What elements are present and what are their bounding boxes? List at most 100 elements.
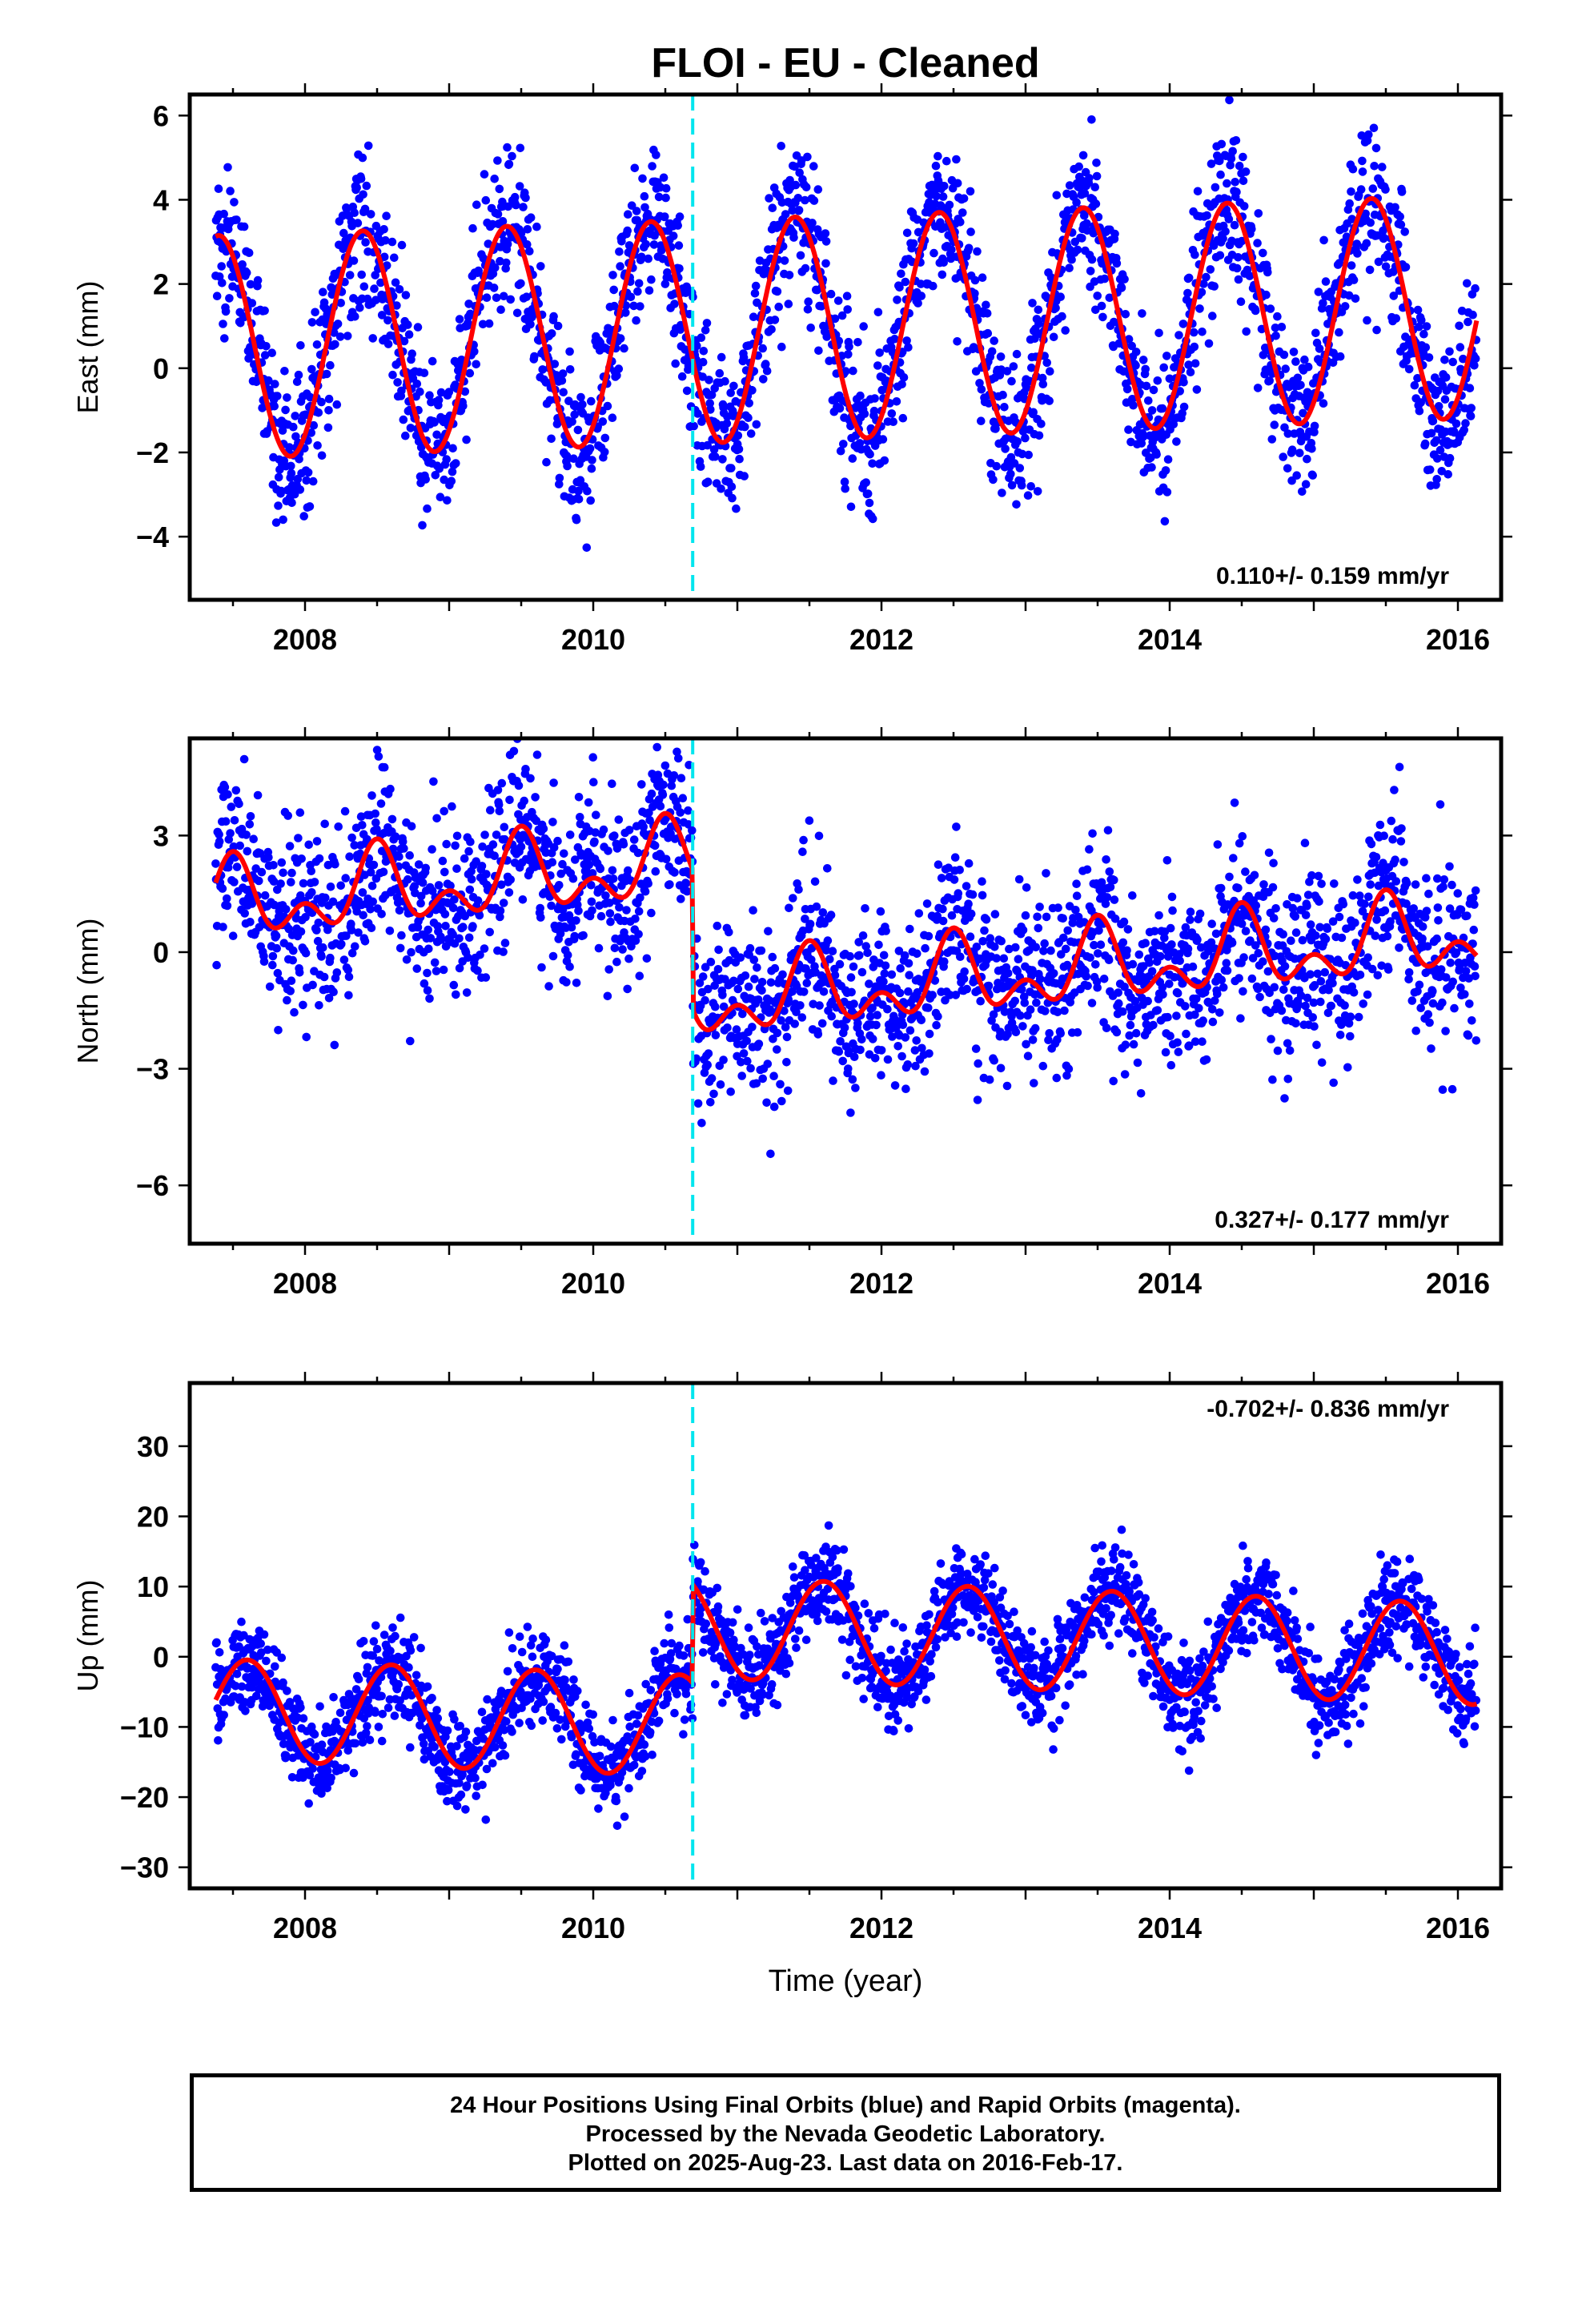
data-point	[989, 1010, 998, 1019]
data-point	[610, 301, 619, 311]
data-point	[1073, 245, 1082, 255]
data-point	[1217, 975, 1227, 984]
data-point	[769, 1102, 779, 1112]
data-point	[482, 293, 492, 303]
data-point	[353, 219, 363, 227]
data-point	[531, 793, 540, 802]
data-point	[430, 958, 440, 967]
data-point	[657, 699, 666, 708]
data-point	[1306, 920, 1315, 929]
data-point	[1161, 466, 1170, 475]
data-point	[1375, 820, 1385, 830]
data-point	[585, 444, 595, 453]
data-point	[996, 352, 1006, 361]
data-point	[227, 802, 236, 811]
data-point	[496, 305, 505, 315]
data-point	[436, 935, 446, 944]
data-point	[1105, 867, 1114, 876]
data-point	[1230, 220, 1239, 230]
data-point	[844, 350, 853, 359]
data-point	[1219, 234, 1227, 243]
data-point	[586, 496, 595, 505]
data-point	[388, 844, 398, 854]
data-point	[1091, 305, 1100, 315]
data-point	[358, 153, 367, 163]
data-point	[1021, 433, 1030, 443]
data-point	[1170, 973, 1179, 982]
data-point	[669, 720, 677, 729]
data-point	[1301, 480, 1311, 489]
data-point	[555, 473, 564, 483]
data-point	[343, 965, 353, 975]
data-point	[897, 1051, 906, 1061]
data-point	[1207, 919, 1216, 928]
data-point	[1292, 471, 1301, 480]
data-point	[354, 928, 363, 937]
data-point	[218, 884, 227, 893]
data-point	[769, 1072, 778, 1080]
data-point	[371, 296, 380, 305]
data-point	[1283, 429, 1293, 438]
data-point	[277, 858, 287, 867]
data-point	[359, 282, 369, 292]
data-point	[299, 1000, 307, 1010]
data-point	[1291, 357, 1300, 366]
data-point	[650, 841, 660, 850]
data-point	[567, 923, 576, 932]
data-point	[1262, 290, 1271, 300]
data-point	[1158, 404, 1167, 413]
data-point	[1237, 919, 1247, 928]
data-point	[894, 947, 904, 955]
data-point	[1265, 988, 1274, 998]
data-point	[801, 183, 811, 191]
data-point	[1093, 292, 1102, 300]
data-point	[584, 860, 594, 870]
data-point	[446, 881, 455, 891]
data-point	[1189, 328, 1199, 337]
data-point	[1035, 975, 1045, 983]
data-point	[1215, 1008, 1224, 1017]
data-point	[953, 337, 962, 346]
data-point	[964, 899, 973, 908]
data-point	[674, 754, 683, 763]
data-point	[1103, 826, 1113, 835]
data-point	[367, 791, 376, 800]
data-point	[344, 991, 353, 1000]
data-point	[1306, 970, 1315, 979]
model-fit-line	[215, 195, 1480, 459]
data-point	[925, 1029, 934, 1039]
data-point	[223, 894, 231, 903]
data-point	[814, 346, 823, 356]
data-point	[1119, 917, 1129, 927]
data-point	[311, 308, 319, 317]
data-point	[1232, 187, 1241, 196]
data-point	[536, 262, 545, 271]
data-point	[1303, 891, 1313, 899]
data-point	[784, 300, 793, 308]
data-point	[1424, 889, 1433, 899]
data-point	[228, 931, 238, 940]
data-point	[901, 1033, 910, 1042]
data-point	[681, 345, 690, 354]
data-point	[421, 863, 430, 873]
data-point	[323, 423, 333, 432]
data-point	[959, 975, 969, 983]
data-point	[1279, 985, 1288, 995]
data-point	[649, 240, 659, 249]
data-point	[1283, 1039, 1292, 1048]
data-point	[1395, 212, 1404, 221]
data-point	[255, 923, 264, 932]
data-point	[1165, 374, 1174, 384]
data-point	[1105, 293, 1114, 303]
data-point	[549, 842, 559, 852]
data-point	[1120, 1070, 1130, 1079]
data-point	[1463, 911, 1472, 920]
data-point	[803, 305, 813, 314]
data-point	[1012, 500, 1021, 509]
data-point	[1450, 428, 1459, 437]
data-point	[447, 476, 456, 485]
data-point	[938, 904, 947, 914]
data-point	[576, 813, 584, 822]
data-point	[1284, 383, 1294, 392]
data-point	[434, 881, 444, 890]
